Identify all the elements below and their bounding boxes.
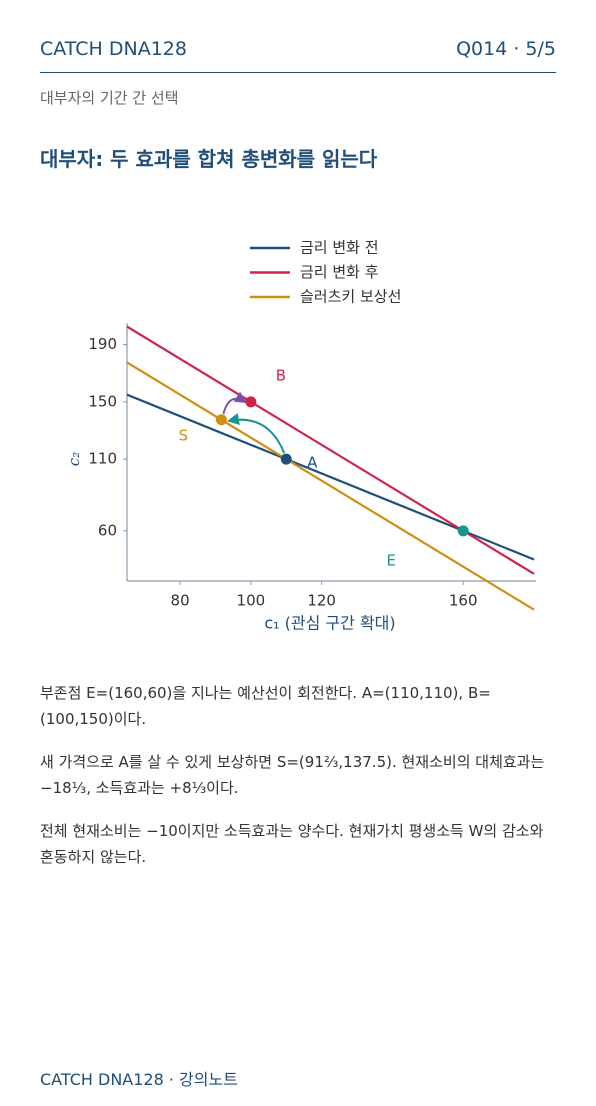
y-tick-label: 150	[88, 392, 117, 410]
legend-label: 금리 변화 전	[300, 239, 379, 257]
y-tick-label: 190	[88, 335, 117, 353]
series-line	[126, 361, 535, 611]
point	[215, 414, 227, 426]
arrow	[227, 413, 286, 454]
y-axis-label: c₂	[65, 452, 83, 466]
y-tick-label: 60	[98, 521, 117, 539]
point-label: B	[276, 366, 286, 384]
legend-label: 금리 변화 후	[300, 263, 379, 281]
y-tick-label: 110	[88, 450, 117, 468]
point-label: E	[386, 551, 395, 569]
series-line	[126, 325, 535, 575]
point-label: S	[179, 426, 189, 444]
series-line	[126, 393, 535, 561]
footer: CATCH DNA128 · 강의노트	[40, 1070, 238, 1089]
header-rule	[40, 72, 556, 73]
point	[280, 453, 292, 465]
paragraph: 새 가격으로 A를 살 수 있게 보상하면 S=(91⅔,137.5). 현재소…	[40, 753, 545, 797]
x-tick-label: 120	[307, 592, 336, 610]
subtitle: 대부자의 기간 간 선택	[40, 89, 179, 107]
chart: c₂ c₁ (관심 구간 확대) 60 110 150 190 80 100 120 160 금…	[65, 239, 536, 633]
arrow	[222, 391, 247, 415]
x-tick-label: 80	[171, 592, 190, 610]
point	[457, 525, 469, 537]
x-axis-label: c₁ (관심 구간 확대)	[264, 614, 395, 633]
brand: CATCH DNA128	[40, 38, 187, 60]
paragraph: 전체 현재소비는 −10이지만 소득효과는 양수다. 현재가치 평생소득 W의 …	[40, 822, 544, 866]
x-tick-label: 160	[449, 592, 478, 610]
x-tick-label: 100	[237, 592, 266, 610]
point	[245, 396, 257, 408]
paragraph: 부존점 E=(160,60)을 지나는 예산선이 회전한다. A=(110,11…	[40, 684, 491, 728]
title: 대부자: 두 효과를 합쳐 총변화를 읽는다	[40, 147, 378, 171]
legend-label: 슬러츠키 보상선	[300, 288, 401, 306]
point-label: A	[307, 454, 318, 472]
page-number: Q014 · 5/5	[456, 38, 556, 60]
